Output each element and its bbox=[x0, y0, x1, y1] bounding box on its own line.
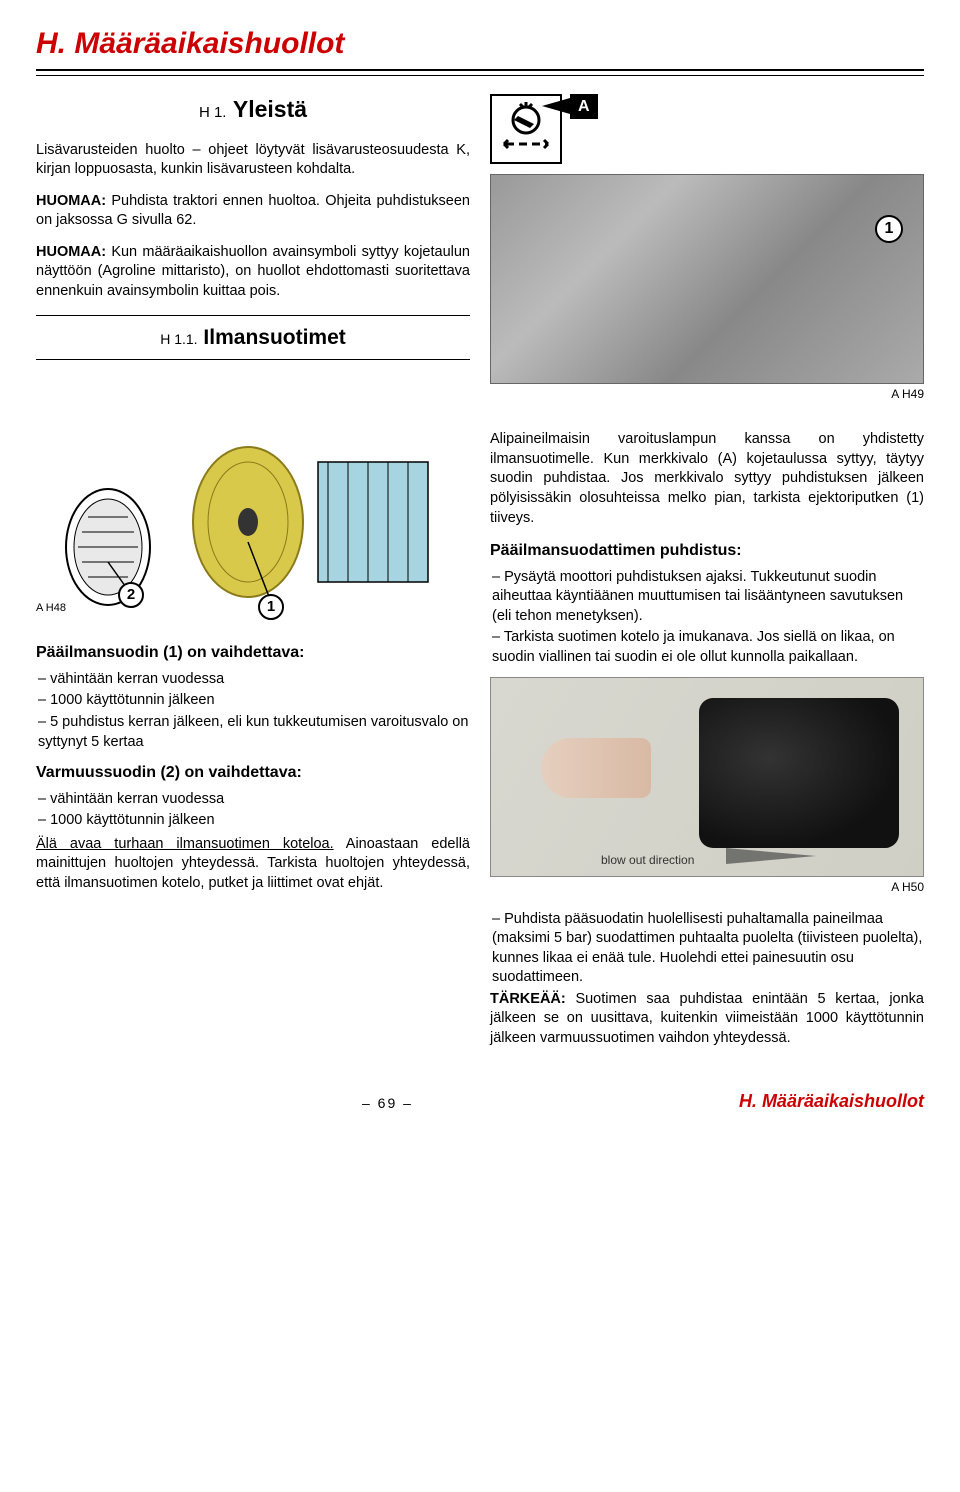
engine-photo: 1 bbox=[490, 174, 924, 384]
subsection-prefix: H 1.1. bbox=[160, 331, 197, 347]
section-h1-prefix: H 1. bbox=[199, 104, 227, 121]
filter-body-shape bbox=[699, 698, 899, 848]
section-h1: H 1. Yleistä bbox=[36, 94, 470, 125]
bottom-warn-lead: TÄRKEÄÄ: bbox=[490, 991, 566, 1007]
intro-left: H 1. Yleistä Lisävarusteiden huolto – oh… bbox=[36, 94, 470, 403]
blowout-photo: blow out direction bbox=[490, 677, 924, 877]
footer-title: H. Määräaikaishuollot bbox=[739, 1089, 924, 1113]
right-list: Pysäytä moottori puhdistuksen ajaksi. Tu… bbox=[492, 568, 924, 668]
blow-direction-label: blow out direction bbox=[601, 852, 694, 868]
intro-p3-lead: HUOMAA: bbox=[36, 244, 106, 260]
list-item: 1000 käyttötunnin jälkeen bbox=[38, 691, 470, 711]
left-h2: Varmuussuodin (2) on vaihdettava: bbox=[36, 762, 470, 784]
section-h1-title: Yleistä bbox=[233, 96, 307, 122]
hand-shape bbox=[541, 738, 651, 798]
list-item: Pysäytä moottori puhdistuksen ajaksi. Tu… bbox=[492, 568, 924, 627]
subsection-title: Ilmansuotimet bbox=[203, 326, 345, 349]
left-list-2: vähintään kerran vuodessa 1000 käyttötun… bbox=[38, 790, 470, 831]
list-item: Puhdista pääsuodatin huolellisesti puhal… bbox=[492, 910, 924, 988]
left-warn: Älä avaa turhaan ilmansuotimen koteloa. … bbox=[36, 835, 470, 894]
dash-icon-row: A bbox=[490, 94, 924, 165]
subhead-rule-top bbox=[36, 315, 470, 316]
list-item: Tarkista suotimen kotelo ja imukanava. J… bbox=[492, 628, 924, 667]
engine-callout-1: 1 bbox=[875, 215, 903, 243]
page-title: H. Määräaikaishuollot bbox=[36, 24, 924, 71]
body-row: 2 1 A H48 Pääilmansuodin (1) on vaihdett… bbox=[36, 410, 924, 1060]
footer-page-number: – 69 – bbox=[362, 1094, 413, 1113]
fig-label-a-h50: A H50 bbox=[490, 879, 924, 895]
right-p1: Alipaineilmaisin varoituslampun kanssa o… bbox=[490, 430, 924, 528]
body-left: 2 1 A H48 Pääilmansuodin (1) on vaihdett… bbox=[36, 410, 470, 1060]
list-item: vähintään kerran vuodessa bbox=[38, 670, 470, 690]
list-item: 1000 käyttötunnin jälkeen bbox=[38, 811, 470, 831]
footer: – 69 – H. Määräaikaishuollot bbox=[36, 1089, 924, 1113]
list-item: 5 puhdistus kerran jälkeen, eli kun tukk… bbox=[38, 713, 470, 752]
callout-a-badge: A bbox=[570, 94, 598, 120]
intro-row: H 1. Yleistä Lisävarusteiden huolto – oh… bbox=[36, 94, 924, 403]
intro-right: A 1 A H49 bbox=[490, 94, 924, 403]
intro-p1: Lisävarusteiden huolto – ohjeet löytyvät… bbox=[36, 141, 470, 180]
left-h1: Pääilmansuodin (1) on vaihdettava: bbox=[36, 642, 470, 664]
bottom-list: Puhdista pääsuodatin huolellisesti puhal… bbox=[492, 910, 924, 988]
intro-p2-lead: HUOMAA: bbox=[36, 193, 106, 209]
body-right: Alipaineilmaisin varoituslampun kanssa o… bbox=[490, 410, 924, 1060]
list-item: vähintään kerran vuodessa bbox=[38, 790, 470, 810]
intro-p2: HUOMAA: Puhdista traktori ennen huoltoa.… bbox=[36, 192, 470, 231]
right-h1: Pääilmansuodattimen puhdistus: bbox=[490, 540, 924, 562]
intro-p3: HUOMAA: Kun määräaikaishuollon avainsymb… bbox=[36, 243, 470, 302]
title-rule-2 bbox=[36, 75, 924, 76]
arrow-icon bbox=[726, 848, 816, 864]
left-list-1: vähintään kerran vuodessa 1000 käyttötun… bbox=[38, 670, 470, 752]
fig-label-a-h48: A H48 bbox=[36, 601, 66, 616]
bottom-warn: TÄRKEÄÄ: Suotimen saa puhdistaa enintään… bbox=[490, 990, 924, 1049]
air-filter-diagram: 2 1 A H48 bbox=[36, 422, 470, 632]
fig-label-a-h49: A H49 bbox=[490, 386, 924, 402]
subsection-head: H 1.1. Ilmansuotimet bbox=[36, 322, 470, 359]
left-warn-underline: Älä avaa turhaan ilmansuotimen koteloa. bbox=[36, 836, 334, 852]
